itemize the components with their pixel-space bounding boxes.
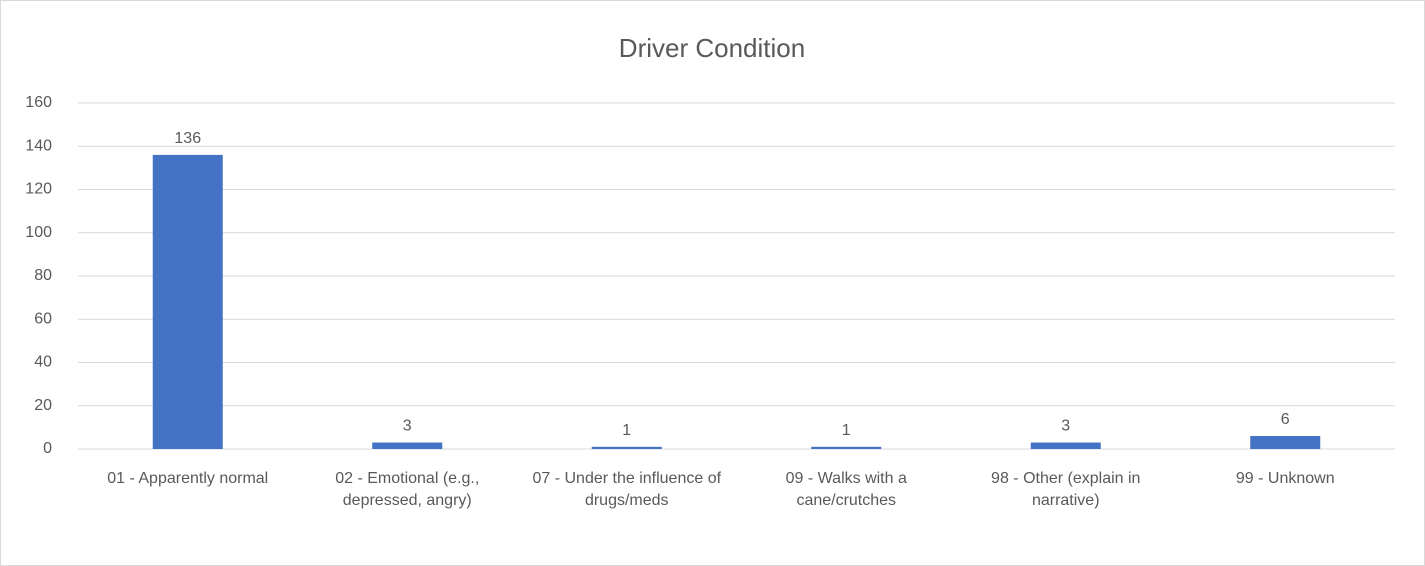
y-tick-label: 20 [34, 397, 52, 414]
data-label: 6 [1281, 411, 1290, 428]
data-label: 1 [622, 422, 631, 439]
bar [152, 154, 223, 449]
data-label: 136 [174, 130, 201, 147]
y-tick-label: 40 [34, 354, 52, 371]
y-tick-label: 80 [34, 267, 52, 284]
bar [372, 442, 443, 449]
bar [1250, 436, 1321, 449]
y-tick-label: 120 [25, 181, 52, 198]
x-tick-label: 07 - Under the influence of drugs/meds [532, 470, 722, 509]
data-label: 1 [842, 422, 851, 439]
y-tick-label: 140 [25, 137, 52, 154]
chart-title: Driver Condition [619, 33, 805, 63]
x-tick-label: 09 - Walks with a cane/crutches [785, 470, 907, 509]
data-label: 3 [1061, 418, 1070, 435]
y-tick-label: 60 [34, 310, 52, 327]
bar [1030, 442, 1101, 449]
y-tick-label: 100 [25, 224, 52, 241]
x-tick-label: 01 - Apparently normal [107, 470, 269, 487]
y-tick-label: 160 [25, 94, 52, 111]
x-tick-label: 02 - Emotional (e.g., depressed, angry) [335, 470, 480, 509]
y-tick-label: 0 [43, 440, 52, 457]
data-label: 3 [403, 418, 412, 435]
bar [811, 446, 882, 449]
bar [591, 446, 662, 449]
x-tick-label: 99 - Unknown [1235, 470, 1335, 487]
x-tick-label: 98 - Other (explain in narrative) [991, 470, 1141, 509]
